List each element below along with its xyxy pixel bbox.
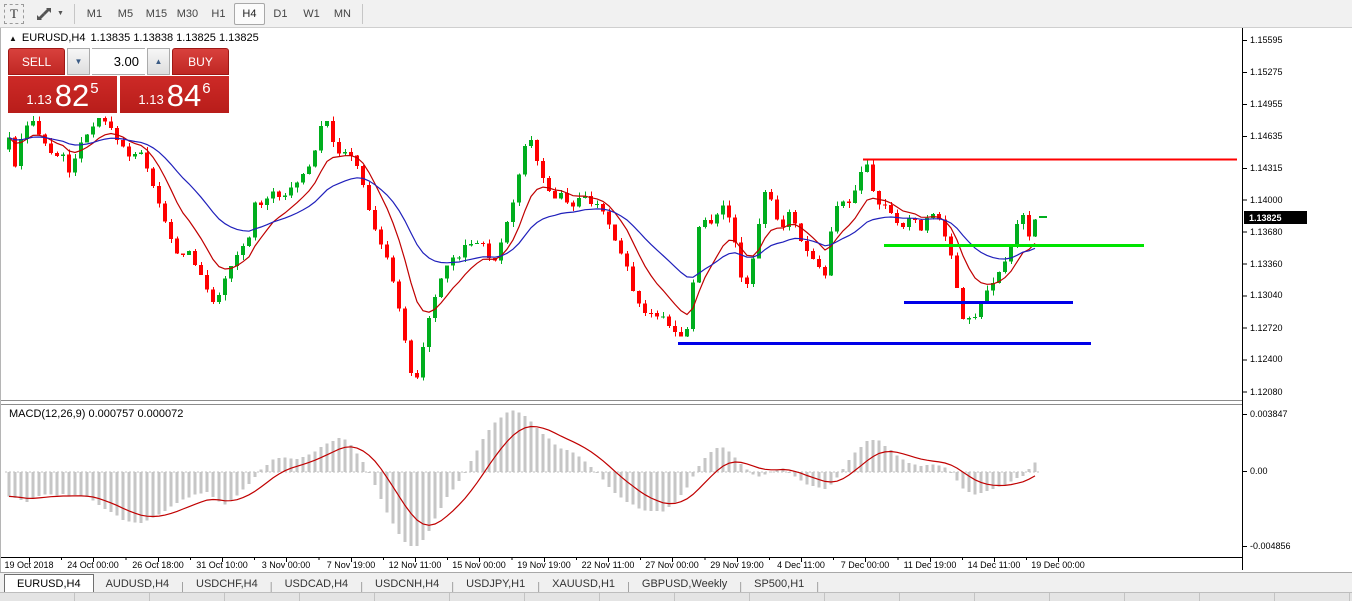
- chart-title: ▲ EURUSD,H4 1.13835 1.13838 1.13825 1.13…: [9, 32, 259, 44]
- sell-price-prefix: 1.13: [26, 92, 52, 107]
- buy-price-prefix: 1.13: [138, 92, 164, 107]
- collapse-panel-icon[interactable]: ▲: [9, 33, 17, 43]
- one-click-trading-panel: SELL ▼ 3.00 ▲ BUY 1.13 82 5 1.13 84 6: [8, 48, 229, 113]
- timeframe-button-h1[interactable]: H1: [211, 7, 226, 20]
- tab-separator: |: [181, 581, 185, 593]
- timeframe-button-m5[interactable]: M5: [117, 7, 134, 20]
- date-axis-label: 29 Nov 19:00: [710, 560, 764, 570]
- chart-canvas[interactable]: [1, 27, 1251, 600]
- toolbar-separator: [361, 3, 363, 24]
- macd-main-value: 0.000757: [88, 408, 135, 420]
- price-axis-label: 1.15595: [1250, 35, 1283, 45]
- date-axis-label: 19 Nov 19:00: [517, 560, 571, 570]
- tab-separator: |: [537, 581, 541, 593]
- date-axis-label: 12 Nov 11:00: [388, 560, 442, 570]
- sell-price-pip: 5: [90, 80, 99, 97]
- chart-tab-usdcnh[interactable]: USDCNH,H4: [375, 578, 440, 590]
- diagonal-arrows-icon[interactable]: [32, 4, 56, 24]
- macd-signal-value: 0.000072: [137, 408, 184, 420]
- chart-tab-gbpusd[interactable]: GBPUSD,Weekly: [641, 578, 728, 590]
- chart-tab-usdchf[interactable]: USDCHF,H4: [196, 578, 258, 590]
- macd-histogram-layer: [7, 410, 1037, 546]
- tab-separator: |: [360, 581, 364, 593]
- sell-price-display[interactable]: 1.13 82 5: [8, 76, 117, 113]
- axis-ticks: [29, 40, 1247, 562]
- price-axis-label: 1.13680: [1250, 227, 1283, 237]
- chart-tab-bar: EURUSD,H4 AUDUSD,H4 | USDCHF,H4 | USDCAD,H4 | U…: [0, 572, 1352, 593]
- tab-separator: |: [269, 581, 273, 593]
- macd-indicator-label: MACD(12,26,9) 0.000757 0.000072: [9, 408, 183, 420]
- sell-button[interactable]: SELL: [8, 48, 65, 75]
- chart-window[interactable]: ▲ EURUSD,H4 1.13835 1.13838 1.13825 1.13…: [0, 27, 1352, 572]
- price-axis-label: 1.12080: [1250, 387, 1283, 397]
- price-axis-label: 1.13360: [1250, 259, 1283, 269]
- price-axis-label: 1.14635: [1250, 131, 1283, 141]
- date-axis-label: 24 Oct 00:00: [67, 560, 119, 570]
- macd-signal-line: [8, 425, 1036, 526]
- date-axis-label: 3 Nov 00:00: [261, 560, 311, 570]
- date-axis-label: 15 Nov 00:00: [452, 560, 506, 570]
- macd-axis-label: -0.004856: [1250, 541, 1291, 551]
- timeframe-button-h4[interactable]: H4: [233, 2, 265, 25]
- date-axis-label: 4 Dec 11:00: [777, 560, 825, 570]
- buy-button[interactable]: BUY: [172, 48, 229, 75]
- volume-increase-button[interactable]: ▲: [147, 48, 170, 75]
- chart-symbol-label: EURUSD,H4: [21, 32, 86, 44]
- chart-ohlc-values: 1.13835 1.13838 1.13825 1.13825: [90, 32, 259, 44]
- toolbar-separator: [73, 3, 75, 24]
- chevron-down-icon[interactable]: ▼: [57, 10, 64, 17]
- slow-ema-line: [8, 136, 1036, 278]
- text-tool-icon[interactable]: T: [4, 3, 24, 24]
- tab-separator: |: [739, 581, 743, 593]
- timeframe-button-mn[interactable]: MN: [333, 7, 351, 20]
- price-axis-label: 1.14000: [1250, 195, 1283, 205]
- date-axis-label: 7 Dec 00:00: [840, 560, 890, 570]
- date-axis-label: 14 Dec 11:00: [967, 560, 1021, 570]
- sell-price-main: 82: [54, 78, 90, 113]
- toolbar: T ▼ M1 M5 M15 M30 H1 H4 D1 W1 MN: [0, 0, 1352, 28]
- timeframe-button-w1[interactable]: W1: [303, 7, 320, 20]
- price-axis-label: 1.12720: [1250, 323, 1283, 333]
- date-axis-label: 27 Nov 00:00: [645, 560, 699, 570]
- tab-separator: |: [627, 581, 630, 593]
- tab-separator: |: [451, 581, 455, 593]
- date-axis-label: 11 Dec 19:00: [903, 560, 957, 570]
- date-axis-label: 22 Nov 11:00: [581, 560, 635, 570]
- price-axis-label: 1.12400: [1250, 354, 1283, 364]
- timeframe-button-m30[interactable]: M30: [176, 7, 199, 20]
- chart-tab-xauusd[interactable]: XAUUSD,H1: [552, 578, 616, 590]
- macd-name: MACD(12,26,9): [9, 408, 86, 420]
- chart-tab-usdjpy[interactable]: USDJPY,H1: [466, 578, 526, 590]
- tab-separator: |: [816, 581, 820, 593]
- chart-tab-eurusd[interactable]: EURUSD,H4: [4, 574, 94, 593]
- timeframe-button-m1[interactable]: M1: [86, 7, 103, 20]
- buy-price-main: 84: [166, 78, 202, 113]
- volume-decrease-button[interactable]: ▼: [67, 48, 90, 75]
- date-axis-label: 31 Oct 10:00: [196, 560, 248, 570]
- price-axis-label: 1.14955: [1250, 99, 1283, 109]
- timeframe-button-d1[interactable]: D1: [273, 7, 288, 20]
- macd-axis-label: 0.00: [1250, 466, 1268, 476]
- timeframe-button-group: M1 M5 M15 M30 H1 H4 D1 W1 MN: [79, 2, 358, 25]
- candlestick-layer: [7, 115, 1037, 381]
- date-axis-label: 7 Nov 19:00: [326, 560, 376, 570]
- date-axis-label: 26 Oct 18:00: [132, 560, 184, 570]
- date-axis-label: 19 Dec 00:00: [1031, 560, 1085, 570]
- buy-price-pip: 6: [202, 80, 211, 97]
- chart-tab-usdcad[interactable]: USDCAD,H4: [284, 578, 349, 590]
- volume-input[interactable]: 3.00: [92, 48, 145, 75]
- fast-ema-line: [8, 132, 1036, 316]
- price-axis-label: 1.14315: [1250, 163, 1283, 173]
- macd-axis-label: 0.003847: [1250, 409, 1288, 419]
- price-axis-label: 1.15275: [1250, 67, 1283, 77]
- date-axis-label: 19 Oct 2018: [4, 560, 54, 570]
- chart-tab-sp500[interactable]: SP500,H1: [754, 578, 805, 590]
- current-price-tag: 1.13825: [1244, 211, 1307, 224]
- price-axis-label: 1.13040: [1250, 290, 1283, 300]
- buy-price-display[interactable]: 1.13 84 6: [120, 76, 229, 113]
- timeframe-button-m15[interactable]: M15: [145, 7, 168, 20]
- bottom-strip: [0, 592, 1352, 601]
- chart-tab-audusd[interactable]: AUDUSD,H4: [105, 578, 170, 590]
